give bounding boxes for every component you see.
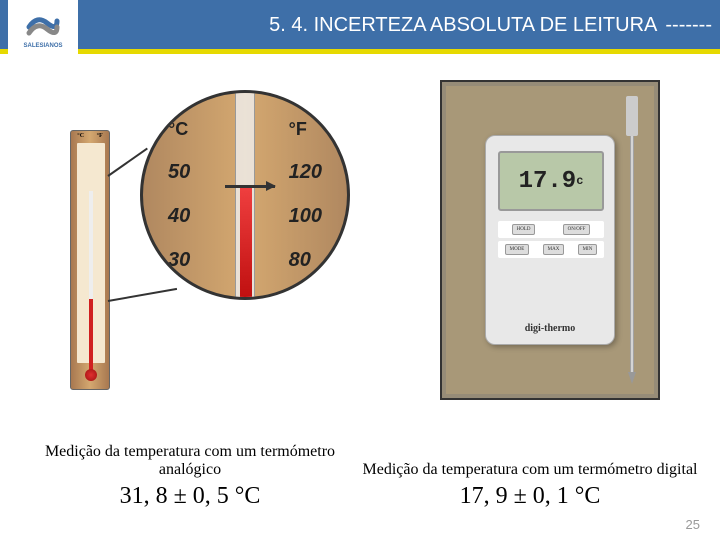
page-number: 25 (686, 517, 700, 532)
analog-thermometer: °C °F (70, 130, 110, 390)
max-button: MAX (543, 244, 565, 255)
zoom-fahrenheit-col: °F 120 100 80 (289, 108, 322, 282)
hold-button: HOLD (512, 224, 536, 235)
analog-mercury (89, 299, 93, 371)
digital-probe (630, 96, 634, 376)
digital-brand: digi-thermo (486, 323, 614, 334)
digital-caption: Medição da temperatura com um termómetro… (360, 461, 700, 510)
button-row-1: HOLD ON/OFF (498, 221, 604, 238)
digital-unit: c (576, 174, 583, 188)
digital-section: 17.9c HOLD ON/OFF MODE MAX MIN digi (390, 80, 710, 440)
title-text: 5. 4. INCERTEZA ABSOLUTA DE LEITURA (269, 14, 657, 37)
mode-button: MODE (505, 244, 530, 255)
zoom-c-50: 50 (168, 161, 190, 184)
onoff-button: ON/OFF (563, 224, 591, 235)
title-dashes: ------- (665, 14, 712, 37)
zoom-f-100: 100 (289, 205, 322, 228)
slide-content: °C °F °C 50 40 30 (0, 50, 720, 540)
digital-button-panel: HOLD ON/OFF MODE MAX MIN (498, 221, 604, 258)
digital-display: 17.9c (498, 151, 604, 211)
digital-reading: 17.9 (519, 168, 577, 195)
digital-thermometer: 17.9c HOLD ON/OFF MODE MAX MIN digi (485, 135, 615, 345)
slide-header: SALESIANOS 5. 4. INCERTEZA ABSOLUTA DE L… (0, 0, 720, 50)
logo-text: SALESIANOS (23, 43, 62, 49)
button-row-2: MODE MAX MIN (498, 241, 604, 258)
zoom-f-unit: °F (289, 119, 322, 140)
digital-photo-bg: 17.9c HOLD ON/OFF MODE MAX MIN digi (446, 86, 654, 394)
analog-small-units: °C °F (71, 133, 109, 139)
analog-caption-text: Medição da temperatura com um termómetro… (20, 443, 360, 479)
probe-handle (626, 96, 638, 136)
zoom-celsius-col: °C 50 40 30 (168, 108, 190, 282)
zoom-f-120: 120 (289, 161, 322, 184)
analog-bulb (85, 369, 97, 381)
logo-swirl-icon (23, 13, 63, 41)
digital-caption-text: Medição da temperatura com um termómetro… (360, 461, 700, 479)
min-button: MIN (578, 244, 598, 255)
analog-section: °C °F °C 50 40 30 (0, 80, 380, 440)
zoom-f-80: 80 (289, 249, 322, 272)
zoom-c-40: 40 (168, 205, 190, 228)
analog-tube (89, 191, 93, 371)
probe-tip (628, 372, 636, 384)
logo: SALESIANOS (8, 0, 78, 66)
analog-measurement: 31, 8 ± 0, 5 °C (20, 483, 360, 510)
analog-caption: Medição da temperatura com um termómetro… (20, 443, 360, 510)
digital-measurement: 17, 9 ± 0, 1 °C (360, 483, 700, 510)
digital-photo-frame: 17.9c HOLD ON/OFF MODE MAX MIN digi (440, 80, 660, 400)
slide-title: 5. 4. INCERTEZA ABSOLUTA DE LEITURA ----… (269, 14, 712, 37)
zoom-c-unit: °C (168, 119, 190, 140)
zoom-scale: °C 50 40 30 °F 120 100 80 (143, 93, 347, 297)
zoom-c-30: 30 (168, 249, 190, 272)
zoom-circle: °C 50 40 30 °F 120 100 80 (140, 90, 350, 300)
